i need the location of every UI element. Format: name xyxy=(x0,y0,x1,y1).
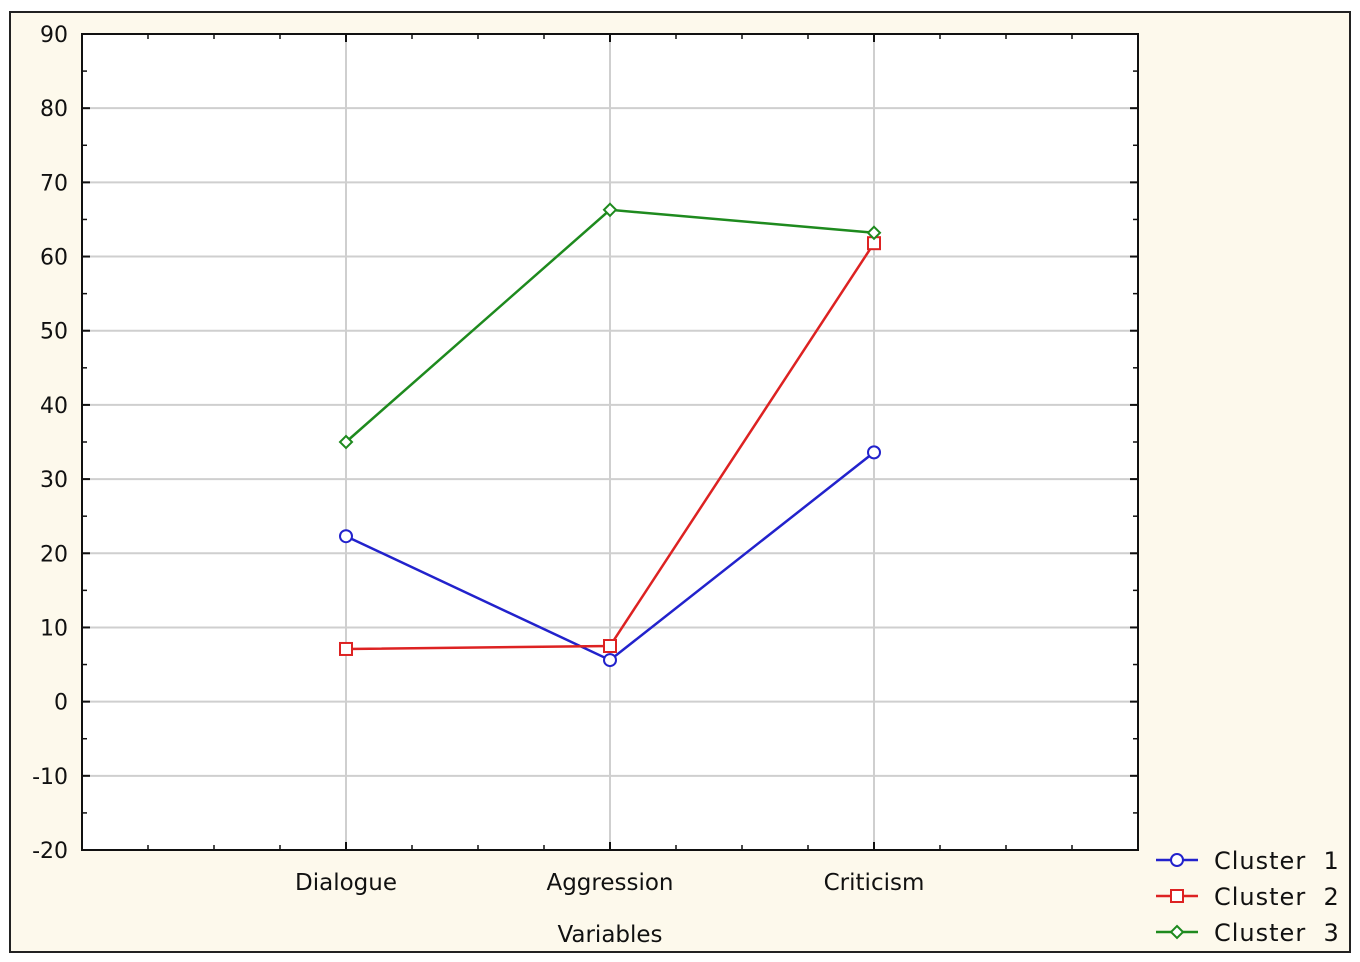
x-tick-label: Criticism xyxy=(824,870,925,896)
legend: Cluster 1 Cluster 2 Cluster 3 xyxy=(1156,847,1340,947)
data-point xyxy=(867,445,881,460)
y-tick-label: 40 xyxy=(40,394,68,419)
y-tick-label: -10 xyxy=(32,765,68,790)
data-point xyxy=(603,639,617,653)
data-point xyxy=(338,434,354,450)
legend-item: Cluster 3 xyxy=(1156,919,1340,947)
legend-item: Cluster 1 xyxy=(1156,847,1340,875)
x-axis-title: Variables xyxy=(557,922,662,948)
data-point xyxy=(866,225,882,241)
y-tick-label: -20 xyxy=(32,839,68,864)
legend-label: Cluster 1 xyxy=(1214,847,1340,875)
data-point xyxy=(339,529,353,544)
y-tick-label: 90 xyxy=(40,23,68,48)
series-1 xyxy=(339,445,881,668)
series xyxy=(338,202,882,668)
data-point xyxy=(603,653,617,668)
legend-item: Cluster 2 xyxy=(1156,883,1340,911)
data-point xyxy=(602,202,618,218)
series-3 xyxy=(338,202,882,450)
legend-label: Cluster 2 xyxy=(1214,883,1340,911)
y-tick-label: 10 xyxy=(40,616,68,641)
legend-label: Cluster 3 xyxy=(1214,919,1340,947)
y-tick-label: 60 xyxy=(40,246,68,271)
legend-marker xyxy=(1170,889,1184,903)
y-tick-label: 30 xyxy=(40,468,68,493)
x-tick-label: Dialogue xyxy=(295,870,397,896)
data-point xyxy=(339,641,353,656)
series-2 xyxy=(339,236,881,656)
x-tick-label: Aggression xyxy=(546,870,673,896)
y-tick-label: 70 xyxy=(40,171,68,196)
y-tick-label: 80 xyxy=(40,97,68,122)
legend-marker xyxy=(1170,853,1184,867)
legend-marker xyxy=(1169,924,1185,940)
grid xyxy=(82,34,1138,850)
y-tick-label: 50 xyxy=(40,320,68,345)
y-tick-label: 0 xyxy=(54,691,68,716)
y-tick-label: 20 xyxy=(40,542,68,567)
ticks: 90 80 70 60 50 40 30 20 10 0 -10 -20 Dialogue Aggress… xyxy=(32,23,1138,896)
